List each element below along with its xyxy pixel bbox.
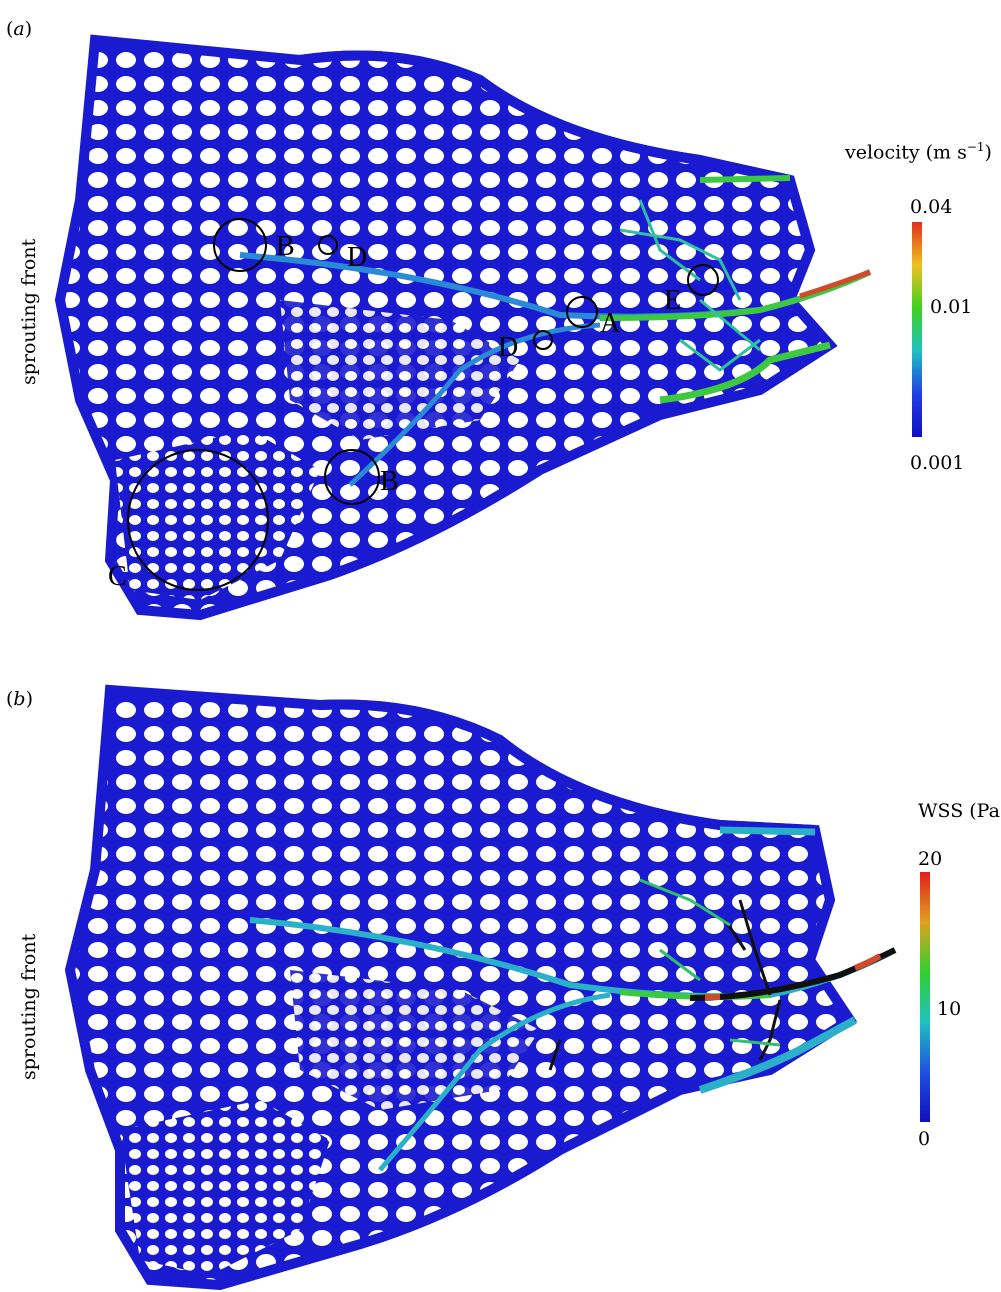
colorbar-a-tick-min: 0.001 — [910, 452, 965, 474]
vessel-network-wss — [64, 684, 897, 1290]
colorbar-b-tick-min: 0 — [918, 1128, 931, 1150]
marker-b-1-circle — [213, 218, 267, 272]
network-dense-region-2 — [280, 300, 520, 440]
marker-d-1-circle — [318, 235, 338, 255]
panel-a: (a) sprouting front — [0, 0, 1001, 640]
lower-branch — [348, 322, 601, 487]
marker-b-2-circle — [324, 449, 380, 505]
colorbar-a-title: velocity (m s−1) — [845, 140, 992, 164]
panel-b-label: (b) — [6, 688, 34, 710]
colorbar-b-tick-max: 20 — [918, 848, 943, 870]
vessel-network-velocity: B D A D E B C — [54, 34, 872, 621]
markers — [127, 218, 719, 591]
marker-e-label: E — [664, 285, 681, 316]
network-dense-region-2 — [290, 970, 540, 1110]
marker-d-2-circle — [533, 330, 553, 350]
network-dense-region — [120, 1100, 330, 1275]
marker-e-circle — [687, 264, 719, 296]
marker-c-label: C — [108, 561, 127, 592]
colorbar-b-title: WSS (Pa) — [918, 800, 1001, 822]
panel-a-label: (a) — [6, 18, 33, 40]
colorbar-a-tick-mid: 0.01 — [930, 296, 973, 318]
marker-b-2-label: B — [380, 466, 399, 497]
panel-b: (b) sprouting front — [0, 650, 1001, 1290]
colorbar-b-tick-mid: 10 — [937, 998, 962, 1020]
colorbar-a-tick-max: 0.04 — [910, 196, 953, 218]
marker-a-circle — [566, 296, 598, 328]
colorbar-b — [920, 872, 930, 1122]
network-dense-region — [115, 430, 320, 600]
marker-c-circle — [127, 449, 269, 591]
colorbar-a — [912, 222, 922, 437]
marker-b-1-label: B — [276, 231, 295, 262]
lower-branch — [378, 992, 611, 1172]
marker-a-label: A — [600, 308, 621, 339]
marker-d-2-label: D — [498, 332, 518, 363]
marker-d-1-label: D — [347, 242, 367, 273]
